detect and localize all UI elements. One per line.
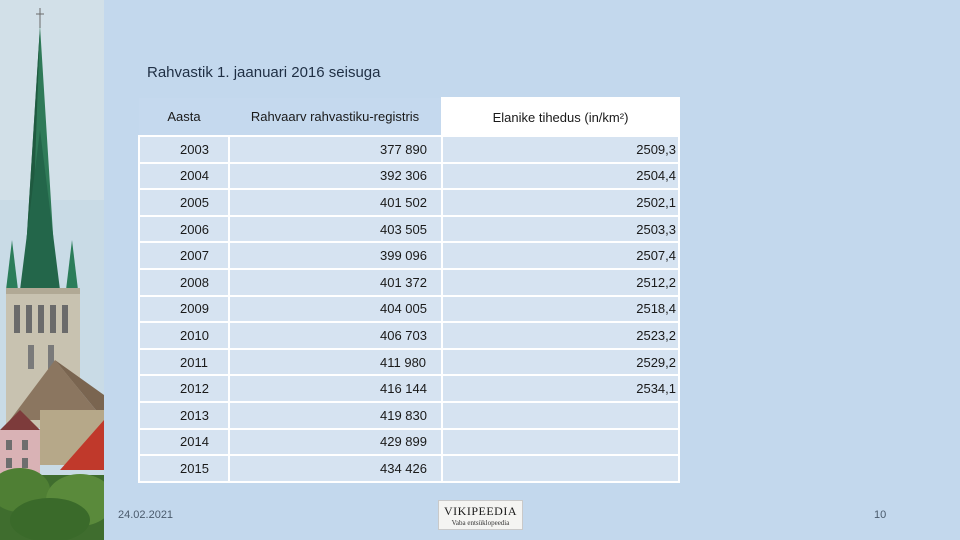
density-cell: 2523,2	[441, 321, 680, 350]
table-row: 2011 411 980 2529,2	[138, 347, 680, 377]
church-tower-photo	[0, 0, 104, 540]
year-cell: 2004	[138, 161, 230, 191]
year-cell: 2010	[138, 321, 230, 350]
table-row: 2007 399 096 2507,4	[138, 241, 680, 270]
population-cell: 419 830	[228, 400, 443, 430]
population-cell: 404 005	[228, 294, 443, 324]
logo-tagline: Vaba entsüklopeedia	[451, 519, 510, 527]
population-cell: 377 890	[228, 135, 443, 164]
year-cell: 2012	[138, 374, 230, 403]
table-header-row: Aasta Rahvaarv rahvastiku-registris Elan…	[139, 97, 680, 137]
year-cell: 2014	[138, 427, 230, 457]
year-cell: 2007	[138, 241, 230, 270]
wikipedia-logo: VIKIPEEDIA Vaba entsüklopeedia	[438, 500, 523, 530]
population-cell: 416 144	[228, 374, 443, 403]
table-row: 2006 403 505 2503,3	[138, 214, 680, 244]
population-cell: 406 703	[228, 321, 443, 350]
year-cell: 2015	[138, 454, 230, 483]
header-year: Aasta	[139, 98, 229, 137]
year-cell: 2009	[138, 294, 230, 324]
density-cell	[441, 454, 680, 483]
population-cell: 403 505	[228, 214, 443, 244]
table-row: 2014 429 899	[138, 427, 680, 457]
population-cell: 434 426	[228, 454, 443, 483]
year-cell: 2013	[138, 400, 230, 430]
year-cell: 2011	[138, 347, 230, 377]
header-density: Elanike tihedus (in/km²)	[441, 97, 680, 137]
page-number: 10	[874, 509, 887, 521]
density-cell: 2507,4	[441, 241, 680, 270]
population-cell: 399 096	[228, 241, 443, 270]
population-cell: 411 980	[228, 347, 443, 377]
table-row: 2004 392 306 2504,4	[138, 161, 680, 191]
slide-title: Rahvastik 1. jaanuari 2016 seisuga	[147, 64, 381, 81]
logo-name: VIKIPEEDIA	[444, 504, 517, 518]
year-cell: 2005	[138, 188, 230, 217]
table-row: 2009 404 005 2518,4	[138, 294, 680, 324]
population-cell: 401 372	[228, 267, 443, 297]
density-cell: 2503,3	[441, 214, 680, 244]
footer-date: 24.02.2021	[118, 509, 174, 521]
density-cell: 2518,4	[441, 294, 680, 324]
population-cell: 401 502	[228, 188, 443, 217]
table-row: 2010 406 703 2523,2	[138, 321, 680, 350]
density-cell: 2512,2	[441, 267, 680, 297]
density-cell	[441, 400, 680, 430]
table-row: 2012 416 144 2534,1	[138, 374, 680, 403]
density-cell	[441, 427, 680, 457]
population-table: Aasta Rahvaarv rahvastiku-registris Elan…	[138, 97, 680, 483]
density-cell: 2504,4	[441, 161, 680, 191]
header-population: Rahvaarv rahvastiku-registris	[229, 98, 442, 137]
year-cell: 2008	[138, 267, 230, 297]
table-row: 2005 401 502 2502,1	[138, 188, 680, 217]
year-cell: 2006	[138, 214, 230, 244]
density-cell: 2529,2	[441, 347, 680, 377]
table-row: 2008 401 372 2512,2	[138, 267, 680, 297]
density-cell: 2534,1	[441, 374, 680, 403]
table-row: 2015 434 426	[138, 454, 680, 483]
density-cell: 2502,1	[441, 188, 680, 217]
population-cell: 429 899	[228, 427, 443, 457]
year-cell: 2003	[138, 135, 230, 164]
table-row: 2013 419 830	[138, 400, 680, 430]
density-cell: 2509,3	[441, 135, 680, 164]
population-cell: 392 306	[228, 161, 443, 191]
table-row: 2003 377 890 2509,3	[138, 135, 680, 164]
